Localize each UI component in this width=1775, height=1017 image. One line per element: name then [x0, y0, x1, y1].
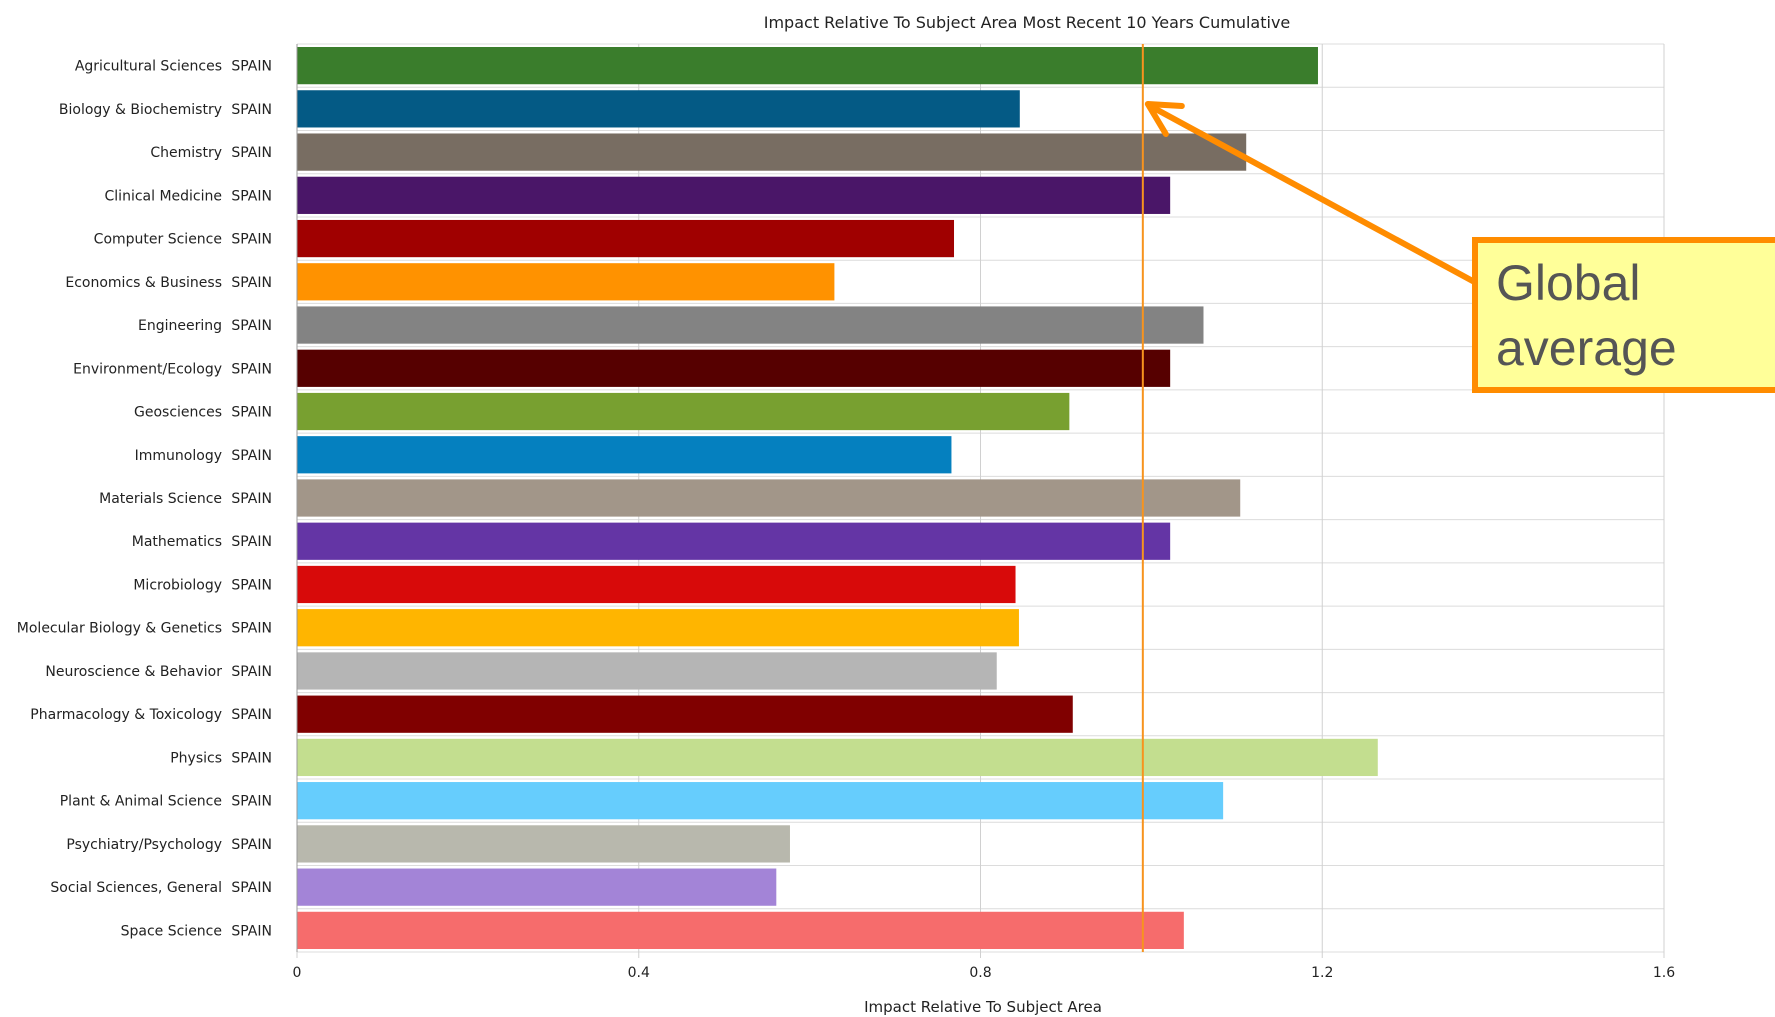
country-label: SPAIN [231, 750, 272, 766]
country-label: SPAIN [231, 318, 272, 334]
category-labels: Agricultural Sciences SPAIN Biology & Bioc… [17, 59, 272, 940]
callout-arrow-head [1144, 101, 1185, 137]
bar [297, 306, 1204, 344]
country-label: SPAIN [231, 534, 272, 550]
category-label: Geosciences [134, 405, 222, 421]
bar [297, 609, 1019, 647]
country-label: SPAIN [231, 794, 272, 810]
category-label: Engineering [138, 318, 222, 334]
bar [297, 349, 1171, 387]
country-label: SPAIN [231, 59, 272, 75]
category-label: Social Sciences, General [50, 880, 222, 896]
country-label: SPAIN [231, 664, 272, 680]
callout-arrow [1150, 105, 1483, 288]
bar [297, 911, 1184, 949]
x-tick-label: 1.2 [1311, 965, 1333, 981]
category-label: Molecular Biology & Genetics [17, 621, 222, 637]
country-label: SPAIN [231, 491, 272, 507]
category-label: Microbiology [133, 577, 222, 593]
category-label: Biology & Biochemistry [59, 102, 222, 118]
country-label: SPAIN [231, 145, 272, 161]
bar [297, 263, 835, 301]
country-label: SPAIN [231, 923, 272, 939]
category-label: Immunology [135, 448, 222, 464]
category-label: Materials Science [99, 491, 222, 507]
global-average-callout: Global average [1144, 101, 1775, 393]
bar [297, 133, 1247, 171]
bar [297, 782, 1224, 820]
category-label: Environment/Ecology [73, 361, 222, 377]
callout-text-line2: average [1496, 320, 1677, 376]
country-label: SPAIN [231, 880, 272, 896]
country-label: SPAIN [231, 188, 272, 204]
bar [297, 436, 952, 474]
bar [297, 738, 1378, 777]
country-label: SPAIN [231, 707, 272, 723]
callout-text-line1: Global [1496, 255, 1641, 311]
country-label: SPAIN [231, 102, 272, 118]
category-label: Chemistry [150, 145, 222, 161]
bar [297, 652, 997, 690]
bars-layer [296, 44, 1378, 952]
category-label: Agricultural Sciences [75, 59, 222, 75]
bar [297, 392, 1070, 431]
x-tick-label: 0 [293, 965, 302, 981]
category-label: Pharmacology & Toxicology [30, 707, 222, 723]
bar [297, 565, 1016, 604]
bar [297, 219, 955, 258]
country-label: SPAIN [231, 405, 272, 421]
country-label: SPAIN [231, 837, 272, 853]
category-label: Clinical Medicine [105, 188, 222, 204]
bar [297, 90, 1020, 128]
x-tick-label: 0.4 [628, 965, 650, 981]
x-tick-label: 0.8 [969, 965, 991, 981]
category-label: Psychiatry/Psychology [66, 837, 222, 853]
category-label: Mathematics [132, 534, 222, 550]
bar [297, 825, 790, 863]
category-label: Economics & Business [65, 275, 222, 291]
bar [297, 47, 1318, 85]
bar [297, 522, 1171, 560]
category-label: Plant & Animal Science [60, 794, 222, 810]
category-label: Space Science [121, 923, 222, 939]
category-label: Neuroscience & Behavior [45, 664, 222, 680]
country-label: SPAIN [231, 577, 272, 593]
bar [297, 868, 777, 906]
country-label: SPAIN [231, 232, 272, 248]
bar [297, 176, 1171, 214]
category-label: Physics [170, 750, 222, 766]
country-label: SPAIN [231, 448, 272, 464]
bar [297, 479, 1241, 517]
country-label: SPAIN [231, 275, 272, 291]
category-label: Computer Science [94, 232, 222, 248]
country-label: SPAIN [231, 621, 272, 637]
country-label: SPAIN [231, 361, 272, 377]
x-axis-ticks: 0 0.4 0.8 1.2 1.6 [293, 965, 1676, 981]
x-tick-label: 1.6 [1653, 965, 1675, 981]
callout-box [1472, 237, 1775, 393]
chart-title: Impact Relative To Subject Area Most Rec… [764, 13, 1291, 32]
bar [297, 695, 1073, 733]
x-axis-title: Impact Relative To Subject Area [864, 998, 1102, 1016]
